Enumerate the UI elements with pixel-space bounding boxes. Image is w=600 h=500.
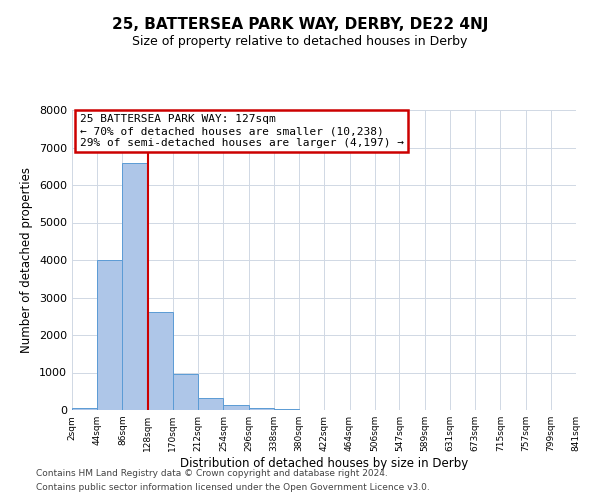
Y-axis label: Number of detached properties: Number of detached properties	[20, 167, 34, 353]
Text: 25 BATTERSEA PARK WAY: 127sqm
← 70% of detached houses are smaller (10,238)
29% : 25 BATTERSEA PARK WAY: 127sqm ← 70% of d…	[80, 114, 404, 148]
Bar	[148, 312, 173, 410]
Bar	[198, 398, 223, 410]
X-axis label: Distribution of detached houses by size in Derby: Distribution of detached houses by size …	[180, 457, 468, 470]
Bar	[97, 260, 122, 410]
Text: Size of property relative to detached houses in Derby: Size of property relative to detached ho…	[133, 35, 467, 48]
Bar	[274, 409, 299, 410]
Bar	[173, 374, 198, 410]
Text: Contains HM Land Registry data © Crown copyright and database right 2024.: Contains HM Land Registry data © Crown c…	[36, 468, 388, 477]
Bar	[122, 163, 148, 410]
Text: 25, BATTERSEA PARK WAY, DERBY, DE22 4NJ: 25, BATTERSEA PARK WAY, DERBY, DE22 4NJ	[112, 18, 488, 32]
Bar	[248, 408, 274, 410]
Bar	[72, 408, 97, 410]
Text: Contains public sector information licensed under the Open Government Licence v3: Contains public sector information licen…	[36, 484, 430, 492]
Bar	[223, 405, 248, 410]
